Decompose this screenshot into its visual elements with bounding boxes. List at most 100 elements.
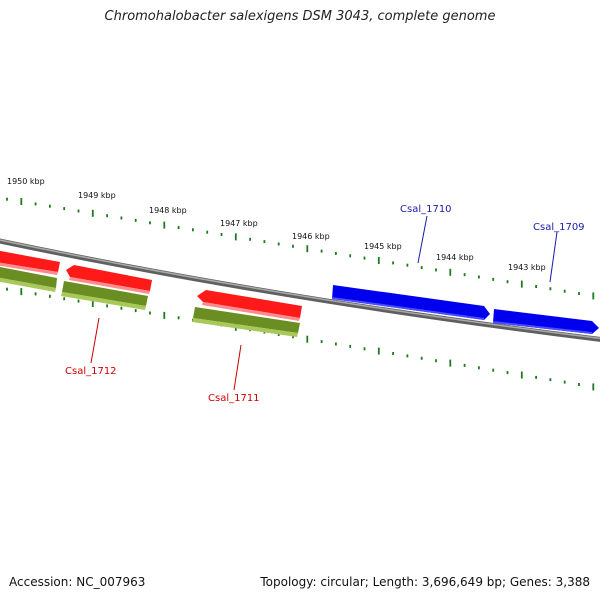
minor-tick — [478, 275, 480, 279]
gene-label-csal-1712[interactable]: Csal_1712 — [65, 366, 117, 377]
minor-tick — [120, 216, 123, 220]
accession-text: Accession: NC_007963 — [9, 575, 146, 589]
major-tick — [20, 288, 23, 296]
minor-tick — [435, 359, 437, 363]
genome-backbone — [0, 238, 600, 342]
minor-tick — [335, 251, 337, 255]
map-title: Chromohalobacter salexigens DSM 3043, co… — [104, 9, 496, 24]
minor-tick — [177, 226, 180, 229]
feature-cds-csal-1712[interactable] — [66, 265, 152, 294]
minor-tick — [34, 202, 37, 206]
feature-gene-csal-1712[interactable] — [61, 281, 148, 310]
minor-tick — [206, 230, 209, 234]
genome-summary-text: Topology: circular; Length: 3,696,649 bp… — [260, 575, 590, 589]
major-tick — [377, 257, 380, 264]
scale-label-1946: 1946 kbp — [292, 232, 330, 241]
minor-tick — [292, 335, 294, 339]
minor-tick — [363, 256, 366, 260]
major-tick — [163, 311, 166, 319]
major-tick — [449, 359, 452, 367]
minor-tick — [220, 233, 223, 236]
scale-label-1950: 1950 kbp — [7, 177, 45, 186]
minor-tick — [420, 266, 423, 270]
feature-gene-csal-1712-left[interactable] — [0, 266, 57, 292]
minor-tick — [506, 371, 509, 375]
gene-label-csal-1711[interactable]: Csal_1711 — [208, 393, 260, 404]
scale-label-1948: 1948 kbp — [149, 206, 187, 215]
minor-tick — [549, 378, 552, 382]
major-tick — [20, 198, 23, 205]
minor-tick — [406, 263, 409, 267]
minor-tick — [106, 214, 108, 218]
minor-tick — [149, 311, 151, 315]
minor-tick — [320, 340, 323, 344]
major-tick — [592, 383, 595, 391]
major-tick — [91, 209, 94, 217]
minor-tick — [120, 306, 123, 310]
major-tick — [377, 347, 380, 355]
minor-tick — [578, 292, 580, 295]
minor-tick — [106, 304, 108, 308]
minor-tick — [192, 228, 194, 232]
feature-cds-csal-1710[interactable] — [332, 285, 490, 320]
leader-line-csal-1711 — [233, 344, 242, 391]
major-tick — [234, 233, 237, 241]
minor-tick — [34, 292, 37, 296]
scale-label-1949: 1949 kbp — [78, 191, 116, 200]
scale-label-1944: 1944 kbp — [436, 253, 474, 262]
minor-tick — [492, 368, 495, 372]
minor-tick — [420, 356, 423, 360]
minor-tick — [563, 289, 566, 293]
minor-tick — [277, 333, 280, 336]
scale-label-1947: 1947 kbp — [220, 219, 258, 228]
minor-tick — [492, 277, 495, 281]
leader-line-csal-1712 — [90, 317, 100, 364]
major-tick — [449, 268, 452, 276]
minor-tick — [292, 244, 294, 248]
minor-tick — [177, 316, 180, 320]
minor-tick — [392, 261, 394, 265]
minor-tick — [249, 237, 251, 241]
feature-gene-csal-1711[interactable] — [192, 307, 300, 337]
scale-label-1943: 1943 kbp — [508, 263, 546, 272]
minor-tick — [535, 375, 537, 379]
minor-tick — [134, 218, 137, 222]
feature-cds-csal-1712-left[interactable] — [0, 250, 60, 275]
minor-tick — [478, 366, 480, 370]
minor-tick — [6, 287, 8, 291]
minor-tick — [463, 363, 466, 367]
minor-tick — [263, 240, 266, 244]
minor-tick — [435, 268, 437, 272]
minor-tick — [406, 354, 409, 358]
minor-tick — [49, 204, 51, 208]
minor-tick — [578, 383, 580, 386]
major-tick — [306, 335, 309, 343]
minor-tick — [349, 254, 352, 258]
minor-tick — [335, 342, 337, 346]
minor-tick — [392, 352, 394, 355]
feature-cds-csal-1711[interactable] — [197, 290, 302, 321]
minor-tick — [535, 285, 537, 288]
minor-tick — [6, 197, 8, 201]
scale-label-1945: 1945 kbp — [364, 242, 402, 251]
major-tick — [520, 371, 523, 379]
major-tick — [520, 280, 523, 288]
minor-tick — [63, 207, 66, 211]
minor-tick — [134, 309, 137, 313]
minor-tick — [77, 299, 80, 303]
leader-line-csal-1709 — [549, 231, 558, 283]
gene-label-csal-1709[interactable]: Csal_1709 — [533, 222, 585, 233]
major-tick — [592, 292, 595, 300]
minor-tick — [149, 221, 151, 225]
leader-line-csal-1710 — [417, 215, 428, 264]
forward-scale-ticks — [6, 197, 595, 300]
minor-tick — [63, 297, 66, 301]
minor-tick — [506, 280, 509, 284]
minor-tick — [563, 380, 566, 384]
major-tick — [306, 245, 309, 253]
gene-label-csal-1710[interactable]: Csal_1710 — [400, 204, 452, 215]
feature-cds-csal-1709[interactable] — [493, 309, 599, 334]
minor-tick — [77, 209, 80, 213]
minor-tick — [277, 242, 280, 246]
